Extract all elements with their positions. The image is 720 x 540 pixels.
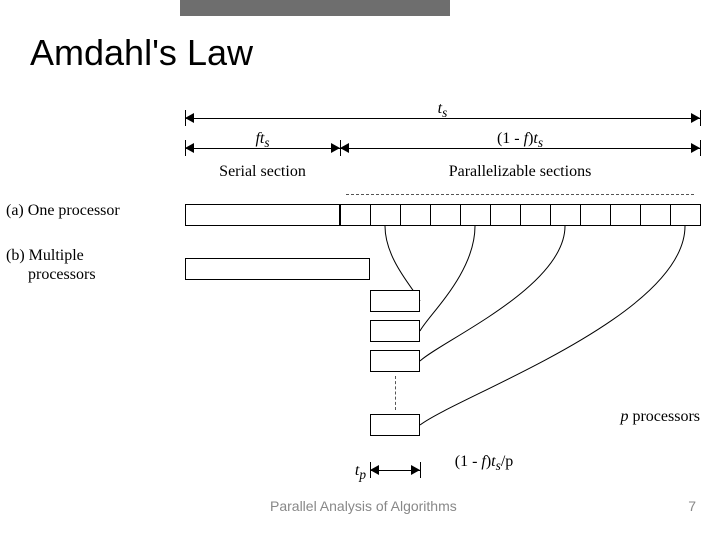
- label-parallel-sections: Parallelizable sections: [390, 163, 650, 181]
- b-par-1: [370, 320, 420, 342]
- label-fts: fts: [233, 130, 293, 151]
- label-tp: tp: [326, 462, 366, 483]
- a-serial: [185, 204, 340, 226]
- a-par-3: [430, 204, 461, 226]
- a-par-2: [400, 204, 431, 226]
- b-serial: [185, 258, 370, 280]
- b-par-0: [370, 290, 420, 312]
- label-serial-section: Serial section: [173, 163, 353, 181]
- a-par-8: [580, 204, 611, 226]
- a-par-4: [460, 204, 491, 226]
- header-accent: [180, 0, 450, 16]
- a-par-10: [640, 204, 671, 226]
- page-title: Amdahl's Law: [30, 32, 253, 74]
- label-p-processors: p processors: [620, 408, 700, 426]
- a-par-1: [370, 204, 401, 226]
- label-b: (b) Multiple processors: [6, 246, 96, 284]
- b-par-last: [370, 414, 420, 436]
- a-par-dashed: [346, 194, 694, 195]
- b-par-2: [370, 350, 420, 372]
- slide-number: 7: [688, 498, 696, 514]
- label-ts: ts: [413, 100, 473, 121]
- a-par-7: [550, 204, 581, 226]
- label-1fts: (1 - f)ts: [460, 130, 580, 151]
- b-par-ellipsis: [395, 376, 396, 410]
- label-a: (a) One processor: [6, 202, 120, 220]
- a-par-0: [340, 204, 371, 226]
- label-1fts-over-p: (1 - f)ts/p: [424, 453, 544, 474]
- a-par-6: [520, 204, 551, 226]
- a-par-5: [490, 204, 521, 226]
- a-par-9: [610, 204, 641, 226]
- a-par-11: [670, 204, 701, 226]
- footer-text: Parallel Analysis of Algorithms: [270, 498, 457, 514]
